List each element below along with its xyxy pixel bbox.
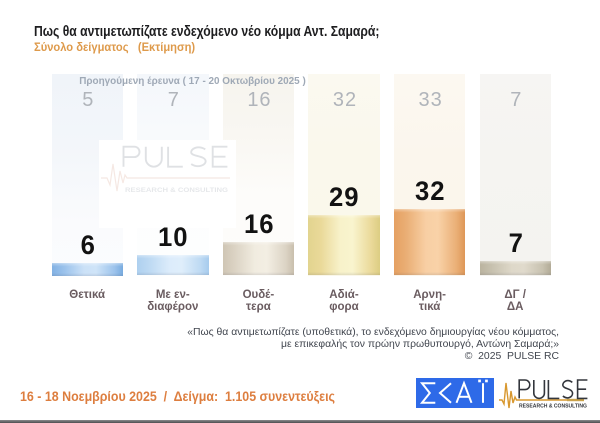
svg-text:RESEARCH & CONSULTING: RESEARCH & CONSULTING: [125, 187, 228, 194]
svg-text:RESEARCH & CONSULTING: RESEARCH & CONSULTING: [519, 404, 587, 410]
